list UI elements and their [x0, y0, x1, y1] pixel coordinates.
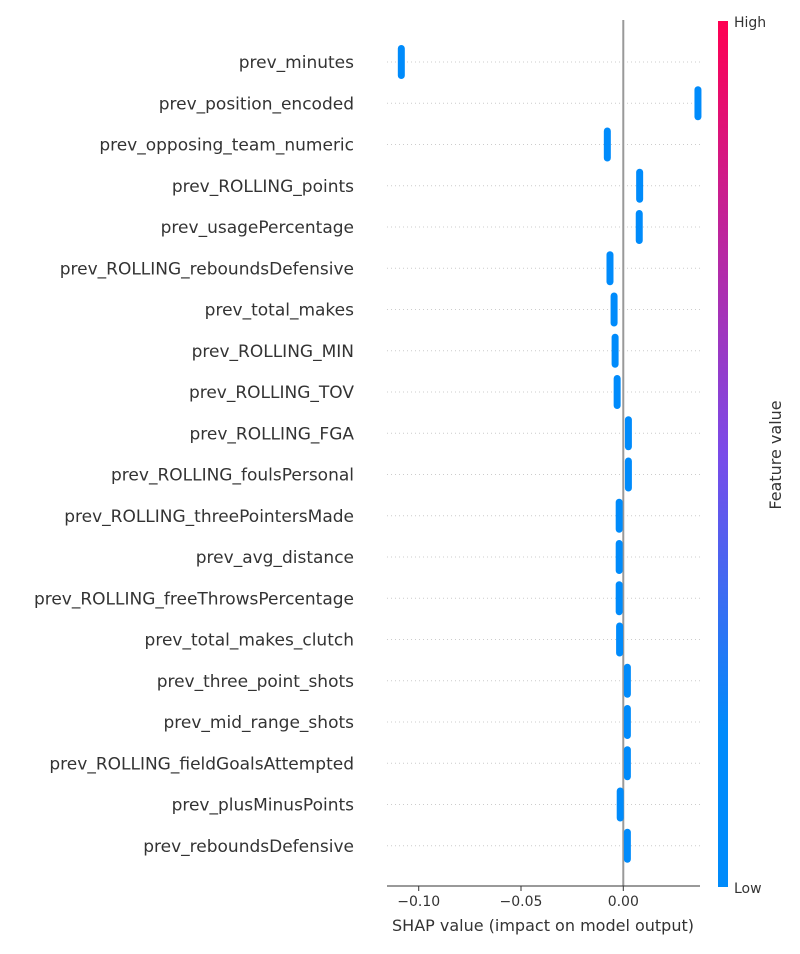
shap-point [606, 251, 614, 286]
x-tick-label: −0.05 [500, 894, 543, 910]
feature-labels: prev_minutes prev_position_encoded prev_op… [34, 53, 354, 857]
shap-point [636, 168, 644, 203]
feature-label: prev_plusMinusPoints [172, 796, 355, 816]
feature-label: prev_mid_range_shots [164, 713, 355, 733]
shap-point [610, 292, 618, 327]
colorbar-gradient [718, 21, 728, 887]
feature-label: prev_three_point_shots [157, 672, 354, 692]
colorbar-low-label: Low [734, 881, 762, 897]
shap-point [397, 45, 405, 79]
grid-lines [387, 61, 700, 847]
x-tick-label: −0.10 [397, 894, 440, 910]
shap-point [615, 581, 623, 616]
shap-point [624, 416, 632, 451]
feature-label: prev_ROLLING_reboundsDefensive [60, 259, 354, 279]
feature-label: prev_ROLLING_fieldGoalsAttempted [49, 754, 354, 774]
shap-point [616, 787, 624, 822]
shap-point [623, 746, 631, 781]
shap-point [603, 127, 611, 162]
x-tick-label: 0.00 [608, 894, 639, 910]
shap-point [613, 375, 621, 409]
shap-point [623, 828, 631, 863]
shap-point [615, 540, 623, 574]
shap-point [623, 705, 631, 739]
feature-label: prev_usagePercentage [161, 218, 354, 238]
feature-label: prev_opposing_team_numeric [99, 136, 354, 156]
shap-point [623, 663, 631, 698]
colorbar-title: Feature value [766, 400, 785, 509]
feature-label: prev_ROLLING_foulsPersonal [111, 466, 354, 486]
feature-label: prev_ROLLING_points [172, 177, 354, 197]
feature-label: prev_ROLLING_FGA [189, 424, 354, 444]
feature-label: prev_ROLLING_MIN [192, 342, 354, 362]
feature-label: prev_total_makes [205, 301, 354, 321]
shap-point [615, 498, 623, 533]
feature-label: prev_reboundsDefensive [143, 837, 354, 857]
feature-label: prev_ROLLING_threePointersMade [64, 507, 354, 527]
feature-label: prev_minutes [239, 53, 354, 73]
colorbar-high-label: High [734, 15, 766, 31]
feature-label: prev_position_encoded [159, 94, 354, 114]
shap-point [635, 210, 643, 244]
x-axis-label: SHAP value (impact on model output) [392, 916, 694, 935]
shap-point [694, 86, 702, 121]
shap-point [616, 622, 624, 657]
feature-label: prev_total_makes_clutch [145, 631, 354, 651]
shap-point [611, 333, 619, 368]
x-axis: −0.10 −0.05 0.00 [387, 885, 700, 910]
shap-point [624, 457, 632, 492]
colorbar: High Low Feature value [718, 15, 785, 897]
data-points [397, 45, 702, 863]
feature-label: prev_avg_distance [196, 548, 354, 568]
feature-label: prev_ROLLING_freeThrowsPercentage [34, 589, 354, 609]
feature-label: prev_ROLLING_TOV [189, 383, 354, 403]
